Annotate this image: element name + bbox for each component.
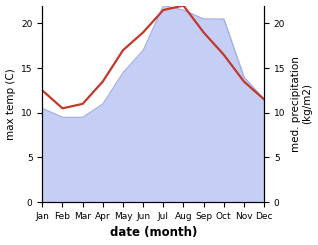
- Y-axis label: med. precipitation
(kg/m2): med. precipitation (kg/m2): [291, 56, 313, 152]
- Y-axis label: max temp (C): max temp (C): [5, 68, 16, 140]
- X-axis label: date (month): date (month): [109, 226, 197, 239]
